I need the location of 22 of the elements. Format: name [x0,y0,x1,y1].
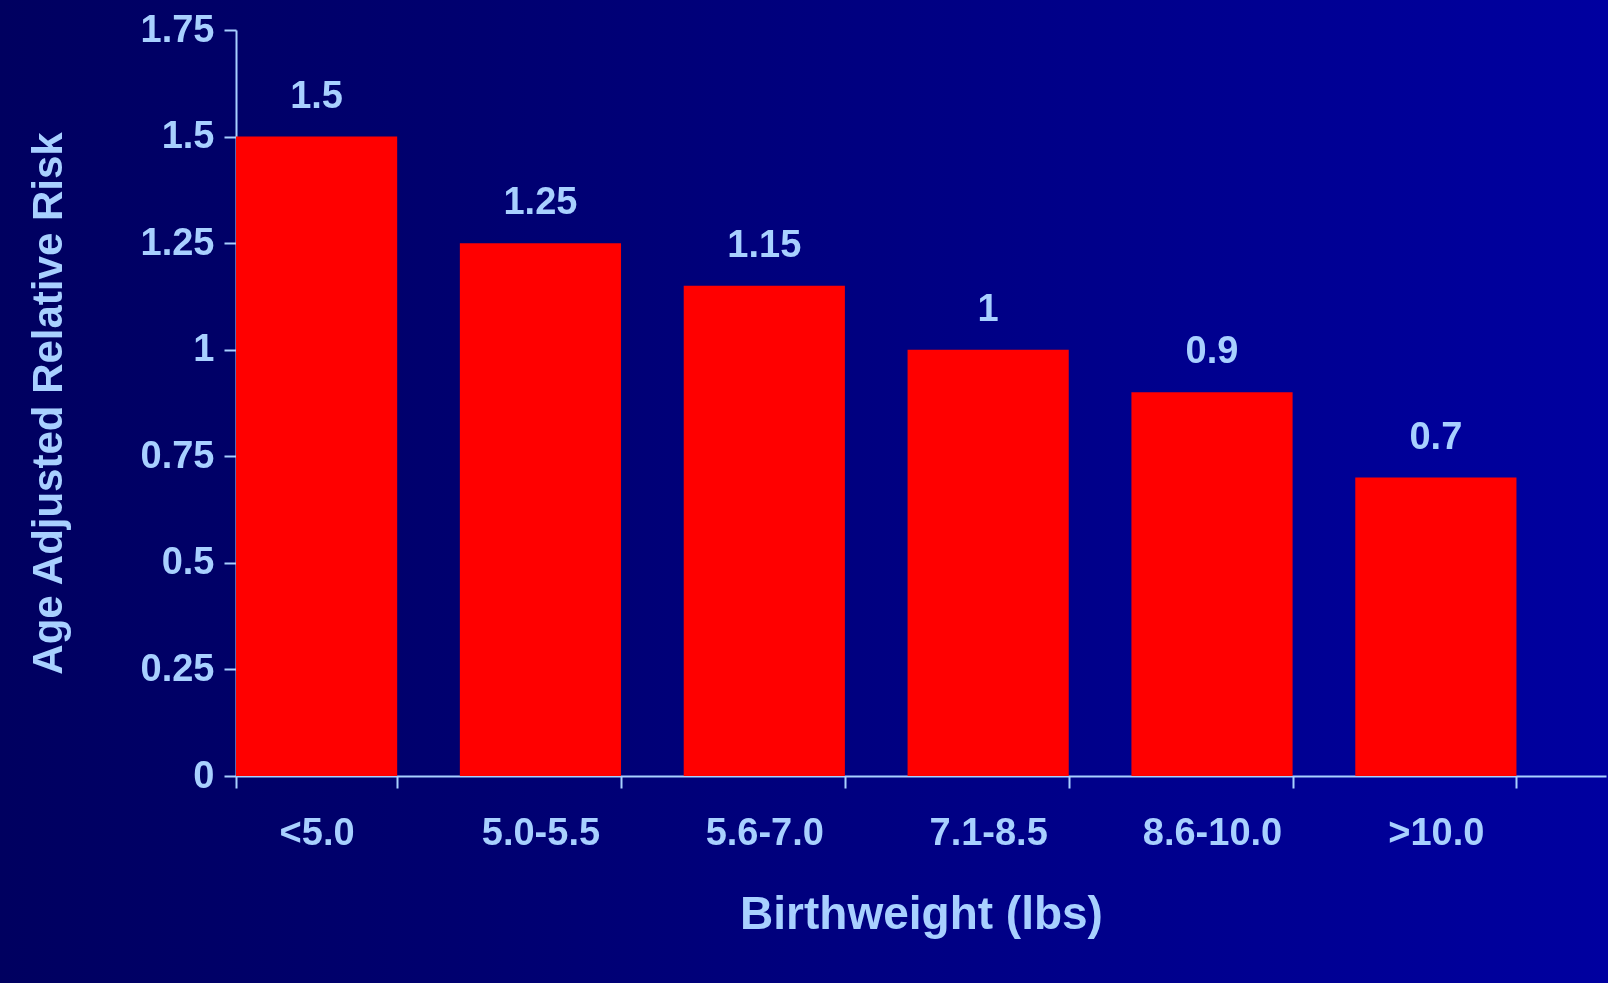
data-label: 1.5 [290,73,343,116]
y-tick-label: 1.5 [161,114,215,157]
data-label: 1.15 [727,222,802,265]
data-label: 0.7 [1409,414,1463,457]
x-tick-label: 7.1-8.5 [929,810,1048,853]
x-tick-label: 5.6-7.0 [705,810,824,853]
x-tick-label: 8.6-10.0 [1142,810,1283,853]
y-axis-title: Age Adjusted Relative Risk [23,131,71,675]
data-label: 0.9 [1185,329,1239,372]
y-tick-label: 0 [193,753,215,796]
y-tick-label: 0.75 [140,433,215,476]
x-axis-title: Birthweight (lbs) [740,886,1103,939]
y-tick-label: 1.75 [140,7,215,50]
y-tick-label: 0.5 [161,540,215,583]
x-tick-label: >10.0 [1388,810,1485,853]
data-label: 1.25 [503,180,578,223]
x-tick-label: 5.0-5.5 [481,810,601,853]
y-tick-label: 1 [193,327,215,370]
y-tick-label: 0.25 [140,646,215,689]
x-tick-label: <5.0 [279,810,355,853]
y-tick-label: 1.25 [140,220,215,263]
data-label: 1 [977,286,999,329]
